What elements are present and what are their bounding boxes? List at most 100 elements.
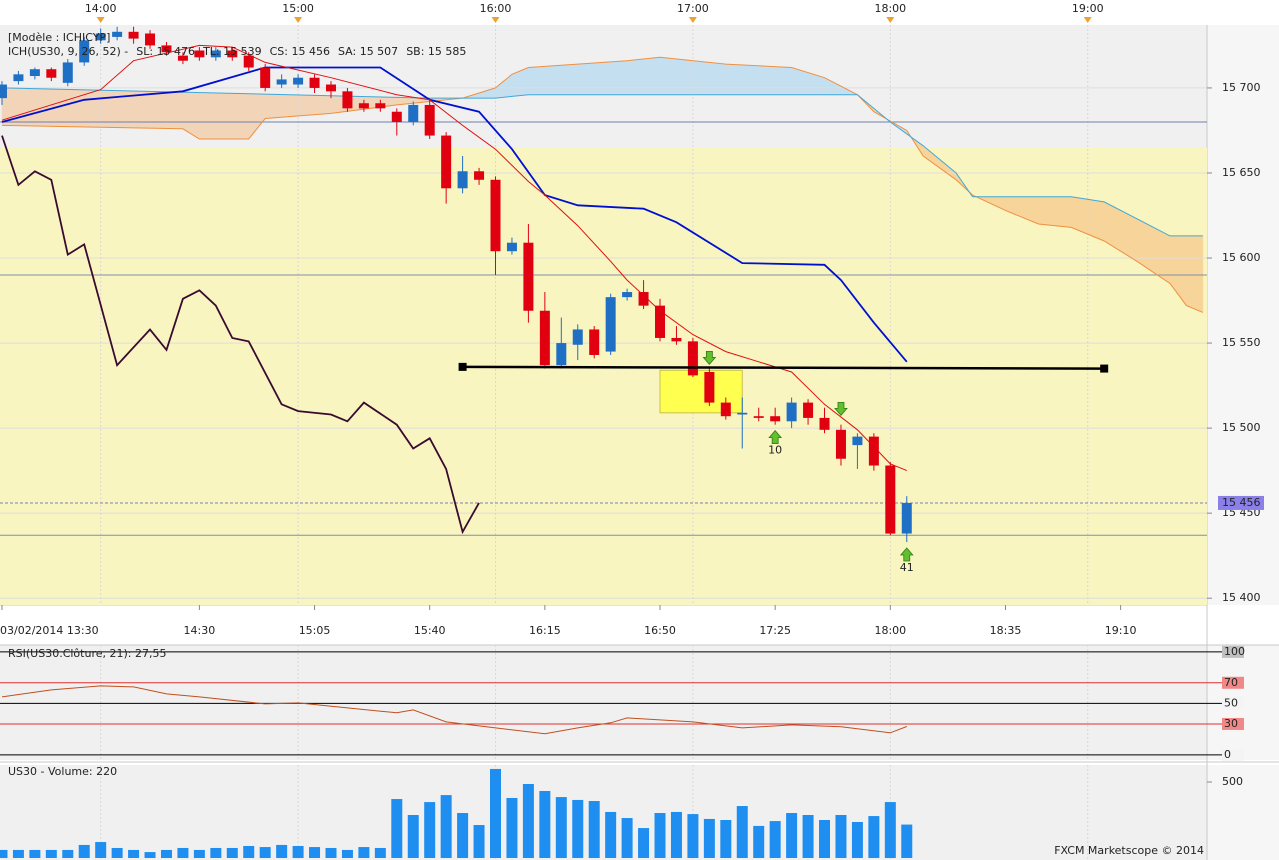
tick-box bbox=[1222, 645, 1244, 658]
x-tick-label: 19:10 bbox=[1105, 624, 1137, 637]
cloud-fill bbox=[676, 58, 694, 95]
candle-body bbox=[375, 103, 386, 109]
indicator-line bbox=[1, 135, 480, 535]
signal-label: 10 bbox=[768, 444, 782, 457]
pane-title: US30 - Volume: 220 bbox=[8, 765, 117, 778]
candle-body bbox=[885, 465, 896, 534]
cloud-fill bbox=[166, 91, 184, 130]
cloud-fill bbox=[758, 65, 776, 95]
top-tick bbox=[96, 17, 105, 23]
cloud-fill bbox=[774, 66, 792, 95]
y-tick-label: 50 bbox=[1224, 696, 1238, 709]
volume-bar bbox=[424, 802, 436, 858]
y-tick-label: 70 bbox=[1224, 676, 1238, 689]
y-tick-label: 0 bbox=[1224, 748, 1231, 761]
candle-body bbox=[161, 45, 172, 53]
volume-bar bbox=[12, 849, 24, 858]
volume-bar bbox=[341, 849, 353, 858]
x-tick-label: 15:40 bbox=[414, 624, 446, 637]
volume-bar bbox=[128, 849, 140, 858]
signal-arrow bbox=[899, 547, 914, 562]
candle-body bbox=[342, 91, 353, 109]
candle-body bbox=[655, 305, 666, 338]
volume-axis-area bbox=[1207, 765, 1279, 860]
volume-bar bbox=[358, 847, 370, 858]
top-tick-label: 17:00 bbox=[677, 2, 709, 15]
volume-bar bbox=[884, 802, 896, 858]
candle-body bbox=[309, 77, 320, 88]
volume-bar bbox=[720, 820, 732, 858]
x-tick-label: 18:35 bbox=[990, 624, 1022, 637]
last-price-label: 15 456 bbox=[1222, 496, 1261, 509]
volume-bar bbox=[243, 845, 255, 858]
volume-bar bbox=[309, 847, 321, 858]
volume-bar bbox=[736, 806, 748, 858]
candle-body bbox=[358, 103, 369, 109]
candle-body bbox=[0, 84, 7, 99]
candle-body bbox=[753, 416, 764, 418]
volume-bar bbox=[654, 813, 666, 858]
y-tick-label: 15 600 bbox=[1222, 251, 1261, 264]
cloud-fill bbox=[561, 63, 579, 95]
candle-body bbox=[622, 292, 633, 298]
candle-body bbox=[95, 33, 106, 41]
volume-bar bbox=[276, 844, 288, 858]
candle-body bbox=[46, 69, 57, 78]
cloud-fill bbox=[610, 60, 628, 95]
candle-body bbox=[474, 171, 485, 180]
candle-body bbox=[786, 402, 797, 422]
x-tick-label: 18:00 bbox=[874, 624, 906, 637]
candle-body bbox=[260, 67, 271, 88]
candle-body bbox=[523, 242, 534, 311]
x-tick-label: 15:05 bbox=[299, 624, 331, 637]
volume-bar bbox=[95, 842, 107, 858]
tick-box bbox=[1222, 717, 1244, 730]
cloud-fill bbox=[232, 93, 249, 140]
candle-body bbox=[128, 31, 139, 39]
candle-body bbox=[704, 371, 715, 403]
y-tick-label: 15 500 bbox=[1222, 421, 1261, 434]
volume-bar bbox=[555, 797, 567, 858]
candle-body bbox=[852, 436, 863, 446]
rsi-pane bbox=[0, 645, 1207, 760]
candle-body bbox=[556, 343, 567, 366]
candle-body bbox=[835, 429, 846, 459]
y-tick-label: 15 400 bbox=[1222, 591, 1261, 604]
y-tick-label: 15 700 bbox=[1222, 81, 1261, 94]
volume-bar bbox=[901, 824, 913, 858]
candle-body bbox=[687, 341, 698, 376]
cloud-fill bbox=[199, 92, 217, 140]
tick-box bbox=[1222, 676, 1244, 689]
candle-body bbox=[506, 242, 517, 252]
cloud-fill bbox=[18, 88, 36, 127]
cloud-fill bbox=[215, 92, 233, 140]
volume-bar bbox=[490, 768, 502, 858]
model-title: [Modèle : ICHICYP] bbox=[8, 31, 110, 44]
top-tick-label: 18:00 bbox=[874, 2, 906, 15]
volume-bar bbox=[29, 849, 41, 858]
volume-bar bbox=[226, 847, 238, 858]
signal-label: 41 bbox=[900, 561, 914, 574]
top-tick bbox=[294, 17, 303, 23]
volume-bar bbox=[292, 845, 304, 858]
volume-bar bbox=[802, 814, 814, 858]
volume-bar bbox=[407, 814, 419, 858]
x-tick-label: 14:30 bbox=[184, 624, 216, 637]
candle-body bbox=[29, 69, 40, 77]
volume-bar bbox=[621, 818, 633, 858]
indicator-line bbox=[1, 87, 1203, 237]
candle-body bbox=[605, 297, 616, 352]
cloud-fill bbox=[709, 62, 727, 95]
candle-body bbox=[671, 337, 682, 342]
volume-bar bbox=[506, 797, 518, 858]
band bbox=[0, 147, 1207, 605]
candle-body bbox=[539, 310, 550, 366]
rsi-line bbox=[1, 685, 907, 735]
candle-body bbox=[720, 402, 731, 417]
cloud-fill bbox=[1038, 196, 1056, 226]
candle-body bbox=[276, 79, 287, 85]
legend-entry: TL: 15 539 bbox=[202, 45, 262, 58]
cloud-fill bbox=[314, 95, 332, 115]
y-tick-label: 500 bbox=[1222, 775, 1243, 788]
volume-bar bbox=[605, 811, 617, 858]
